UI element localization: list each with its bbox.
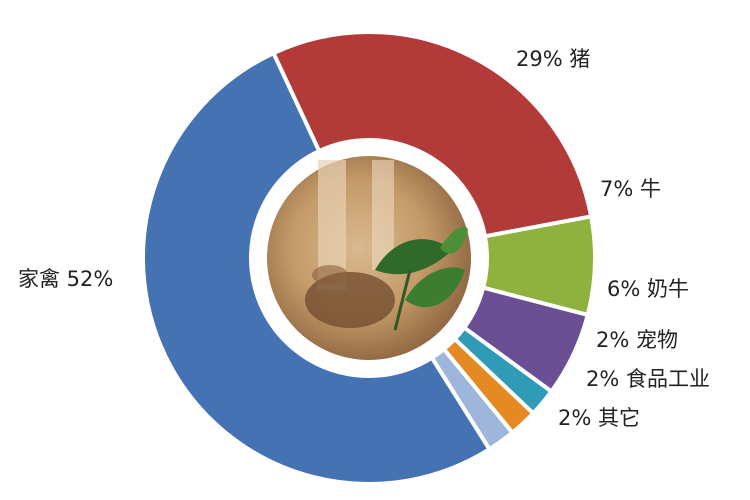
slice-label-4: 2% 食品工业	[586, 367, 710, 391]
center-photo	[267, 156, 471, 360]
slice-label-5: 2% 其它	[558, 406, 640, 430]
slice-label-1: 7% 牛	[600, 177, 661, 201]
slice-label-3: 2% 宠物	[596, 328, 678, 352]
slice-label-6: 家禽 52%	[18, 267, 113, 291]
pie-slice-6	[141, 50, 493, 486]
pie-slice-0	[270, 30, 594, 239]
slice-label-2: 6% 奶牛	[607, 277, 689, 301]
slice-label-0: 29% 猪	[516, 47, 590, 71]
